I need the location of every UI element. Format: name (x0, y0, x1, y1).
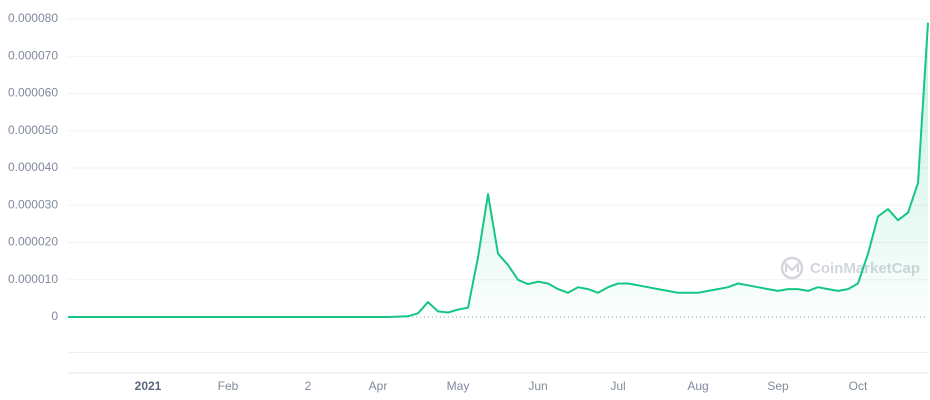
x-tick-label: Aug (687, 379, 708, 393)
y-tick-label: 0.000080 (8, 11, 58, 25)
y-tick-label: 0.000030 (8, 197, 58, 211)
x-tick-label: Sep (767, 379, 789, 393)
y-tick-label: 0.000020 (8, 235, 58, 249)
watermark-logo (780, 256, 804, 280)
x-tick-label: 2021 (135, 379, 162, 393)
y-tick-label: 0 (51, 309, 58, 323)
y-tick-label: 0.000040 (8, 160, 58, 174)
volume-separator (68, 352, 928, 353)
watermark-logo (785, 261, 799, 272)
price-line (68, 22, 929, 318)
x-tick-label: May (447, 379, 470, 393)
x-tick-label: Jun (528, 379, 547, 393)
x-tick-label: Feb (218, 379, 239, 393)
area (68, 22, 928, 317)
y-tick-label: 0.000060 (8, 86, 58, 100)
y-tick-label: 0.000010 (8, 272, 58, 286)
x-tick-label: Oct (849, 379, 868, 393)
x-tick-label: Apr (369, 379, 388, 393)
x-tick-label: 2 (305, 379, 312, 393)
y-tick-label: 0.000070 (8, 48, 58, 62)
y-tick-label: 0.000050 (8, 123, 58, 137)
x-tick-label: Jul (610, 379, 625, 393)
